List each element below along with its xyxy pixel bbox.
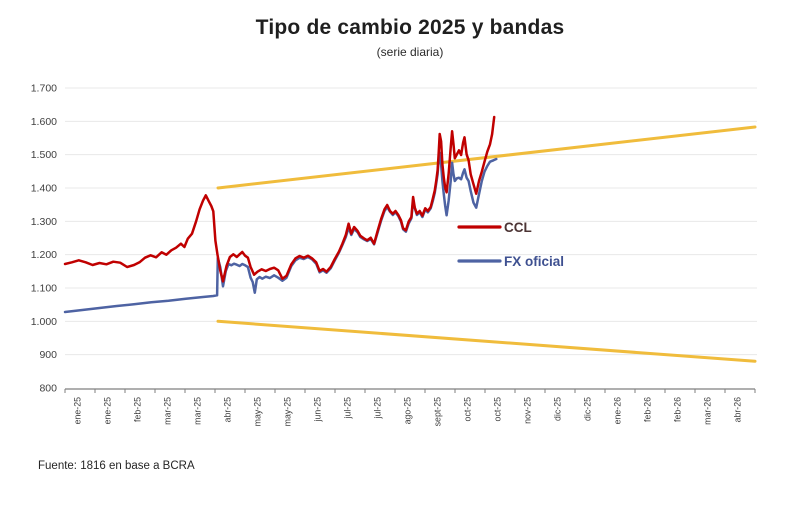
y-tick-label: 1.300	[31, 216, 57, 228]
x-tick-label: may-25	[283, 397, 293, 426]
x-tick-label: abr-26	[733, 397, 743, 423]
x-tick-label: ene-26	[613, 397, 623, 424]
y-tick-label: 1.700	[31, 83, 57, 95]
x-tick-label: nov-25	[523, 397, 533, 424]
source-note: Fuente: 1816 en base a BCRA	[38, 460, 195, 472]
chart-title: Tipo de cambio 2025 y bandas	[255, 16, 565, 39]
x-tick-label: feb-25	[133, 397, 143, 422]
x-tick-label: ago-25	[403, 397, 413, 424]
y-tick-label: 1.400	[31, 183, 57, 195]
x-tick-label: ene-25	[73, 397, 83, 424]
fx-legend-label: FX oficial	[504, 254, 564, 269]
chart-subtitle: (serie diaria)	[376, 45, 444, 59]
x-tick-label: feb-26	[673, 397, 683, 422]
x-tick-label: mar-25	[193, 397, 203, 425]
y-tick-label: 900	[39, 349, 57, 361]
ccl-legend-label: CCL	[504, 220, 532, 235]
plot-layer: 800 900 1.000 1.100 1.200 1.300 1.400 1.500 1.60…	[31, 83, 757, 426]
y-tick-label: 1.000	[31, 316, 57, 328]
x-tick-label: mar-25	[163, 397, 173, 425]
x-tick-label: jun-25	[313, 397, 323, 423]
y-tick-label: 1.200	[31, 249, 57, 261]
x-tick-label: jul-25	[373, 397, 383, 420]
ccl-line	[63, 115, 496, 283]
x-tick-label: jul-25	[343, 397, 353, 420]
x-tick-label: ene-25	[103, 397, 113, 424]
y-tick-label: 1.500	[31, 149, 57, 161]
x-tick-label: dic-25	[553, 397, 563, 421]
x-tick-label: feb-26	[643, 397, 653, 422]
x-tick-label: oct-25	[463, 397, 473, 422]
x-tick-label: abr-25	[223, 397, 233, 423]
x-tick-label: oct-25	[493, 397, 503, 422]
x-tick-label: sept-25	[433, 397, 443, 426]
banda-inferior-line	[216, 319, 757, 363]
y-tick-label: 1.600	[31, 116, 57, 128]
x-tick-label: may-25	[253, 397, 263, 426]
x-tick-label: dic-25	[583, 397, 593, 421]
x-tick-label: mar-26	[703, 397, 713, 425]
y-tick-label: 1.100	[31, 283, 57, 295]
y-tick-label: 800	[39, 383, 57, 395]
legend: CCL FX oficial	[457, 220, 564, 269]
